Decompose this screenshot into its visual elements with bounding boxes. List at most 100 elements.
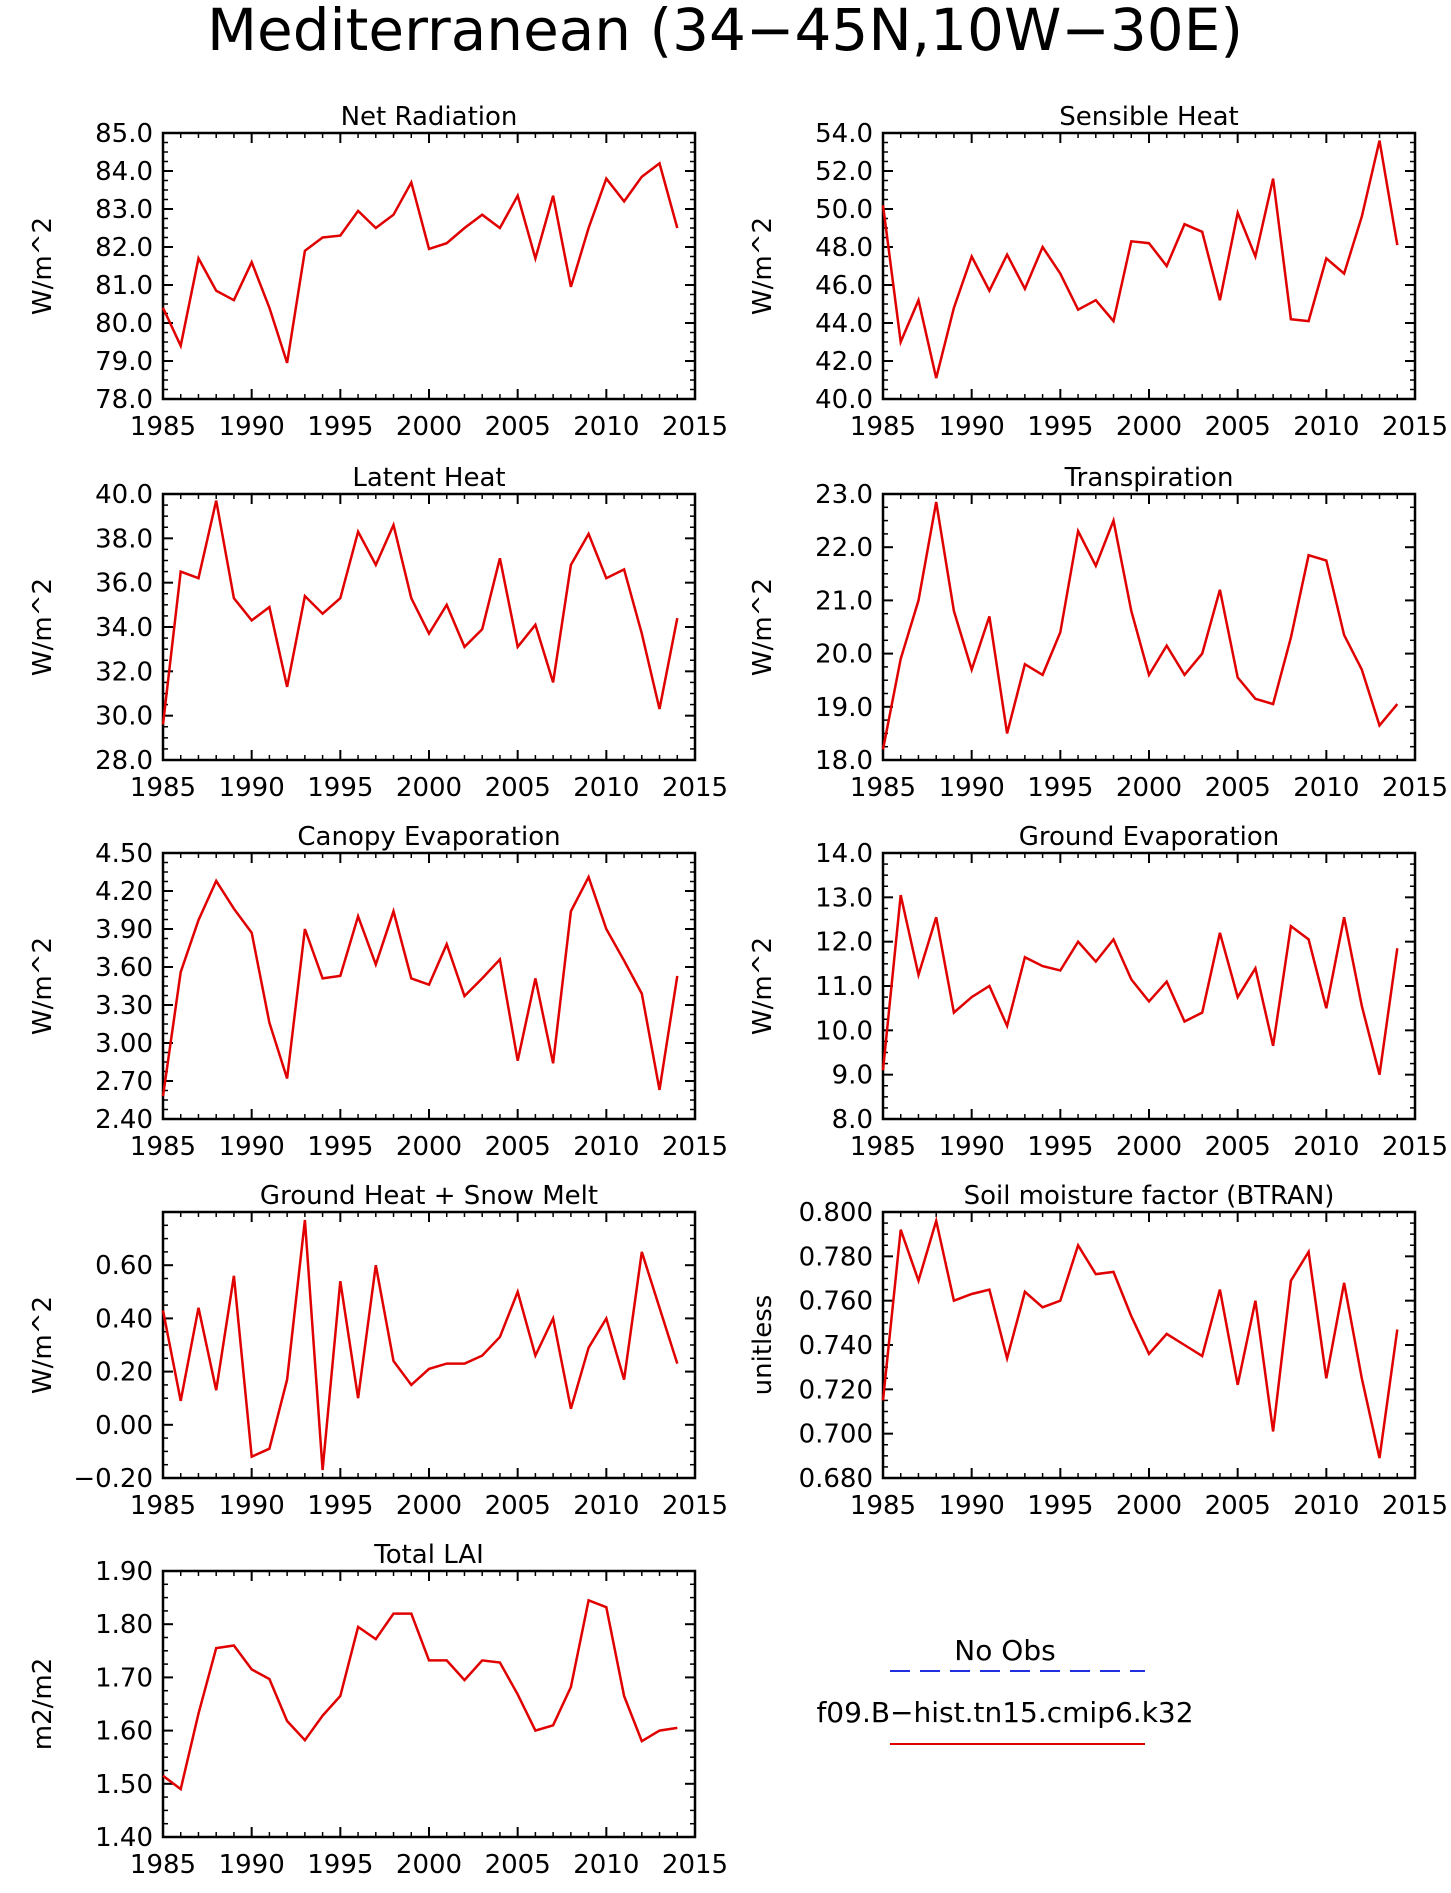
y-axis-label-net-radiation: W/m^2 [28,217,58,315]
panel-title-total-lai: Total LAI [373,1540,484,1570]
x-tick-label-latent-heat-4: 2005 [485,773,551,803]
x-tick-label-total-lai-2: 1995 [307,1850,373,1880]
x-tick-label-ground-heat-snow-melt-5: 2010 [573,1491,639,1521]
x-tick-label-total-lai-5: 2010 [573,1850,639,1880]
x-tick-label-ground-evaporation-1: 1990 [939,1132,1005,1162]
y-tick-label-net-radiation-6: 84.0 [95,157,153,187]
panel-title-ground-evaporation: Ground Evaporation [1019,822,1279,852]
y-tick-label-soil-moisture-factor-btran-3: 0.740 [799,1331,873,1361]
y-tick-label-sensible-heat-0: 40.0 [815,385,873,415]
y-tick-label-total-lai-1: 1.50 [95,1770,153,1800]
y-tick-label-transpiration-1: 19.0 [815,693,873,723]
x-tick-label-latent-heat-0: 1985 [130,773,196,803]
y-tick-label-sensible-heat-6: 52.0 [815,157,873,187]
x-tick-label-canopy-evaporation-1: 1990 [219,1132,285,1162]
panel-ground-heat-snow-melt: Ground Heat + Snow Melt W/m^2 1985 1990 1995… [28,1181,728,1521]
x-tick-label-latent-heat-5: 2010 [573,773,639,803]
figure-title: Mediterranean (34−45N,10W−30E) [207,0,1243,64]
y-tick-label-net-radiation-2: 80.0 [95,309,153,339]
plot-frame-total-lai [161,1569,697,1839]
legend-label-no-obs: No Obs [954,1634,1055,1667]
y-axis-label-total-lai: m2/m2 [28,1658,58,1751]
y-tick-label-canopy-evaporation-5: 3.90 [95,915,153,945]
panel-title-sensible-heat: Sensible Heat [1059,102,1238,132]
y-tick-label-latent-heat-4: 36.0 [95,569,153,599]
x-tick-label-latent-heat-1: 1990 [219,773,285,803]
legend: No Obs f09.B−hist.tn15.cmip6.k32 [816,1634,1194,1745]
y-tick-label-sensible-heat-2: 44.0 [815,309,873,339]
x-tick-label-sensible-heat-0: 1985 [850,412,916,442]
y-tick-label-latent-heat-2: 32.0 [95,657,153,687]
y-tick-label-soil-moisture-factor-btran-2: 0.720 [799,1375,873,1405]
y-tick-label-sensible-heat-5: 50.0 [815,195,873,225]
y-axis-label-transpiration: W/m^2 [748,578,778,676]
panel-title-ground-heat-snow-melt: Ground Heat + Snow Melt [260,1181,598,1211]
y-tick-label-ground-evaporation-2: 10.0 [815,1016,873,1046]
y-tick-label-canopy-evaporation-3: 3.30 [95,991,153,1021]
x-tick-label-sensible-heat-3: 2000 [1116,412,1182,442]
y-tick-label-total-lai-2: 1.60 [95,1717,153,1747]
y-tick-label-total-lai-4: 1.80 [95,1610,153,1640]
y-tick-label-canopy-evaporation-1: 2.70 [95,1067,153,1097]
y-tick-label-ground-heat-snow-melt-2: 0.20 [95,1358,153,1388]
x-tick-label-sensible-heat-6: 2015 [1382,412,1448,442]
panel-canopy-evaporation: Canopy Evaporation W/m^2 1985 1990 1995 2000 2… [28,822,728,1162]
panel-total-lai: Total LAI m2/m2 1985 1990 1995 2000 2005 2010 20… [28,1540,728,1880]
y-tick-label-canopy-evaporation-4: 3.60 [95,953,153,983]
x-tick-label-transpiration-2: 1995 [1027,773,1093,803]
y-tick-label-latent-heat-6: 40.0 [95,480,153,510]
x-tick-label-soil-moisture-factor-btran-4: 2005 [1205,1491,1271,1521]
x-tick-label-ground-heat-snow-melt-3: 2000 [396,1491,462,1521]
x-tick-label-latent-heat-3: 2000 [396,773,462,803]
x-tick-label-sensible-heat-1: 1990 [939,412,1005,442]
x-tick-label-soil-moisture-factor-btran-5: 2010 [1293,1491,1359,1521]
panels: Net Radiation W/m^2 1985 1990 1995 2000 2005 20… [28,102,1448,1880]
panel-title-soil-moisture-factor-btran: Soil moisture factor (BTRAN) [964,1181,1335,1211]
y-tick-label-ground-heat-snow-melt-3: 0.40 [95,1304,153,1334]
x-tick-label-sensible-heat-2: 1995 [1027,412,1093,442]
x-tick-label-net-radiation-0: 1985 [130,412,196,442]
x-tick-label-soil-moisture-factor-btran-3: 2000 [1116,1491,1182,1521]
x-tick-label-ground-heat-snow-melt-0: 1985 [130,1491,196,1521]
plot-frame-transpiration [881,492,1417,762]
x-tick-label-net-radiation-4: 2005 [485,412,551,442]
y-tick-label-total-lai-3: 1.70 [95,1663,153,1693]
y-tick-label-soil-moisture-factor-btran-4: 0.760 [799,1287,873,1317]
y-tick-label-ground-evaporation-0: 8.0 [832,1105,873,1135]
y-tick-label-transpiration-2: 20.0 [815,640,873,670]
x-tick-label-canopy-evaporation-5: 2010 [573,1132,639,1162]
x-tick-label-net-radiation-1: 1990 [219,412,285,442]
y-tick-label-soil-moisture-factor-btran-6: 0.800 [799,1198,873,1228]
x-tick-label-canopy-evaporation-2: 1995 [307,1132,373,1162]
y-tick-label-net-radiation-7: 85.0 [95,119,153,149]
y-tick-label-ground-evaporation-4: 12.0 [815,928,873,958]
panel-soil-moisture-factor-btran: Soil moisture factor (BTRAN) unitless 1985… [748,1181,1448,1521]
y-tick-label-ground-evaporation-5: 13.0 [815,883,873,913]
y-tick-label-net-radiation-3: 81.0 [95,271,153,301]
x-tick-label-soil-moisture-factor-btran-0: 1985 [850,1491,916,1521]
x-tick-label-canopy-evaporation-0: 1985 [130,1132,196,1162]
y-tick-label-latent-heat-5: 38.0 [95,524,153,554]
y-tick-label-ground-heat-snow-melt-1: 0.00 [95,1411,153,1441]
panel-title-transpiration: Transpiration [1064,463,1234,493]
series-line-latent-heat [161,500,679,725]
y-tick-label-soil-moisture-factor-btran-1: 0.700 [799,1420,873,1450]
y-tick-label-transpiration-3: 21.0 [815,586,873,616]
plot-frame-ground-evaporation [881,851,1417,1121]
x-tick-label-net-radiation-5: 2010 [573,412,639,442]
y-tick-label-net-radiation-5: 83.0 [95,195,153,225]
panel-latent-heat: Latent Heat W/m^2 1985 1990 1995 2000 2005 2010… [28,463,728,803]
x-tick-label-ground-heat-snow-melt-2: 1995 [307,1491,373,1521]
x-tick-label-canopy-evaporation-4: 2005 [485,1132,551,1162]
x-tick-label-soil-moisture-factor-btran-2: 1995 [1027,1491,1093,1521]
x-tick-label-ground-heat-snow-melt-4: 2005 [485,1491,551,1521]
x-tick-label-soil-moisture-factor-btran-1: 1990 [939,1491,1005,1521]
panel-ground-evaporation: Ground Evaporation W/m^2 1985 1990 1995 2000 2… [748,822,1448,1162]
legend-label-model: f09.B−hist.tn15.cmip6.k32 [816,1696,1193,1729]
x-tick-label-transpiration-1: 1990 [939,773,1005,803]
x-tick-label-transpiration-6: 2015 [1382,773,1448,803]
y-axis-label-canopy-evaporation: W/m^2 [28,937,58,1035]
x-tick-label-transpiration-3: 2000 [1116,773,1182,803]
x-tick-label-net-radiation-3: 2000 [396,412,462,442]
